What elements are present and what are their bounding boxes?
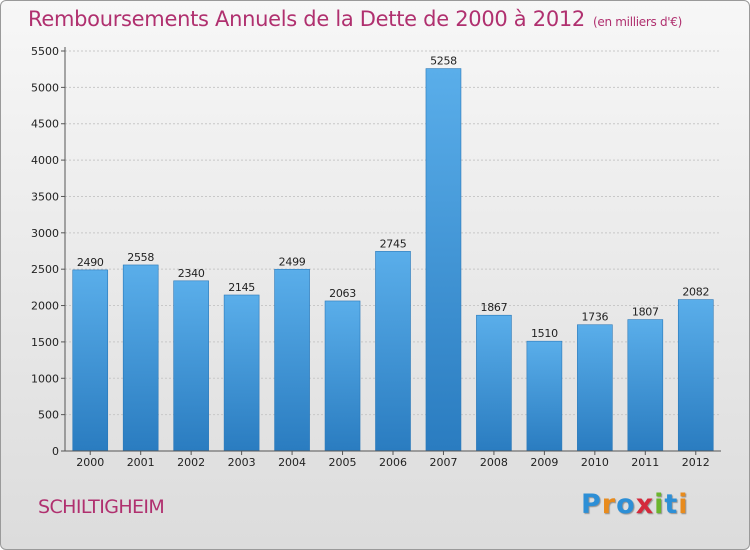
bar bbox=[476, 314, 512, 452]
y-tick-label: 3000 bbox=[31, 227, 59, 240]
x-tick-label: 2007 bbox=[429, 456, 457, 469]
logo-letter: t bbox=[664, 489, 679, 520]
x-tick-label: 2012 bbox=[682, 456, 710, 469]
x-tick-label: 2001 bbox=[127, 456, 155, 469]
chart-subtitle: (en milliers d'€) bbox=[593, 15, 683, 29]
x-tick-label: 2002 bbox=[177, 456, 205, 469]
x-tick-label: 2003 bbox=[228, 456, 256, 469]
bar bbox=[425, 68, 462, 452]
x-tick-label: 2010 bbox=[581, 456, 609, 469]
logo-letter: r bbox=[601, 489, 617, 520]
data-label: 2340 bbox=[178, 267, 205, 280]
data-label: 2745 bbox=[380, 237, 407, 250]
bars: 2490 2558 2340 2145 2499 2063 2745 5258 1867 1510… bbox=[72, 55, 714, 452]
data-label: 1736 bbox=[581, 311, 608, 324]
x-tick-label: 2006 bbox=[379, 456, 407, 469]
y-tick-label: 0 bbox=[52, 445, 59, 458]
x-axis: 2000 2001 2002 2003 2004 2005 2006 2007 2008 2009… bbox=[65, 450, 721, 469]
proxiti-logo: Proxiti bbox=[581, 489, 689, 520]
logo-letter: i bbox=[678, 489, 689, 520]
data-label: 1510 bbox=[531, 327, 558, 340]
chart-title-text: Remboursements Annuels de la Dette de 20… bbox=[28, 7, 585, 31]
bar bbox=[274, 268, 310, 452]
data-label: 2499 bbox=[279, 255, 306, 268]
data-label: 2145 bbox=[228, 281, 255, 294]
bar bbox=[72, 269, 109, 452]
bar bbox=[223, 294, 260, 452]
y-axis: 0 500 1000 1500 2000 2500 3000 3500 4000 4500 5000… bbox=[31, 45, 66, 458]
y-tick-label: 1000 bbox=[31, 372, 59, 385]
bar bbox=[526, 340, 563, 452]
bar bbox=[173, 280, 209, 452]
bar bbox=[677, 299, 714, 452]
y-tick-label: 4000 bbox=[31, 154, 59, 167]
y-tick-label: 2500 bbox=[31, 263, 59, 276]
bar bbox=[627, 319, 664, 452]
bar bbox=[577, 324, 613, 452]
y-tick-label: 1500 bbox=[31, 336, 59, 349]
data-label: 2063 bbox=[329, 287, 356, 300]
data-label: 2082 bbox=[682, 286, 709, 299]
logo-letter: i bbox=[654, 489, 665, 520]
data-label: 2490 bbox=[77, 256, 104, 269]
chart-title: Remboursements Annuels de la Dette de 20… bbox=[28, 7, 682, 31]
x-tick-label: 2009 bbox=[530, 456, 558, 469]
logo-letter: x bbox=[635, 489, 655, 520]
y-tick-label: 3500 bbox=[31, 190, 59, 203]
y-tick-label: 5000 bbox=[31, 81, 59, 94]
data-label: 1867 bbox=[481, 301, 508, 314]
data-label: 5258 bbox=[430, 55, 457, 68]
data-label: 1807 bbox=[632, 306, 659, 319]
y-tick-label: 4500 bbox=[31, 118, 59, 131]
x-tick-label: 2004 bbox=[278, 456, 306, 469]
y-tick-label: 5500 bbox=[31, 45, 59, 58]
x-tick-label: 2008 bbox=[480, 456, 508, 469]
x-tick-label: 2005 bbox=[329, 456, 357, 469]
data-label: 2558 bbox=[127, 251, 154, 264]
x-tick-label: 2011 bbox=[631, 456, 659, 469]
x-tick-label: 2000 bbox=[76, 456, 104, 469]
logo-letter: P bbox=[581, 489, 602, 520]
bar bbox=[324, 300, 361, 452]
bar bbox=[375, 251, 411, 452]
y-tick-label: 2000 bbox=[31, 300, 59, 313]
commune-name: SCHILTIGHEIM bbox=[38, 496, 165, 518]
y-tick-label: 500 bbox=[38, 409, 59, 422]
logo-letter: o bbox=[616, 489, 636, 520]
bar bbox=[122, 264, 159, 452]
